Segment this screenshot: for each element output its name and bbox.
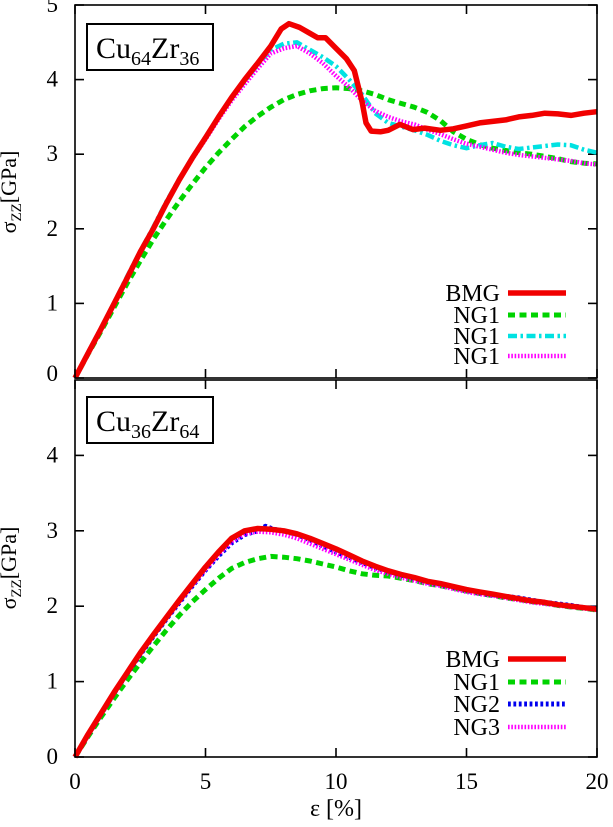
curve-ng3-1: [73, 529, 598, 759]
y-tick-label: 2: [47, 216, 59, 241]
legend-label: NG1: [453, 324, 500, 350]
y-tick-label: 5: [47, 0, 59, 17]
legend-label: NG3: [453, 715, 500, 741]
curve-bmg-1: [72, 525, 598, 759]
y-tick-label: 4: [47, 67, 59, 92]
x-tick-label: 10: [325, 769, 348, 794]
legend-label: BMG: [445, 281, 500, 307]
legend-label: NG1: [453, 303, 500, 329]
x-tick-label: 5: [200, 769, 212, 794]
curve-ng1-0: [72, 40, 598, 380]
legend-label: NG1: [453, 670, 500, 696]
y-tick-label: 3: [47, 141, 59, 166]
y-tick-label: 0: [47, 361, 59, 386]
y-axis-label: σZZ[GPa]: [0, 151, 25, 234]
panel-title: Cu36Zr64: [96, 405, 199, 443]
title-box: [86, 23, 214, 71]
curve-ng2-1: [72, 523, 598, 759]
curve-ng1-0: [72, 43, 598, 380]
cu36zr64-panel: 0 1 2 3 4 0 5 10 15 20 ε [%] σZZ[GPa] Cu36Zr64 BMGNG1…: [0, 379, 609, 822]
legend-label: NG2: [453, 692, 500, 718]
title-box: [86, 396, 214, 444]
plot-border: [74, 4, 598, 379]
x-tick-label: 20: [586, 769, 609, 794]
x-tick-label: 15: [455, 769, 478, 794]
plot-border: [74, 379, 598, 758]
y-axis-label: σZZ[GPa]: [0, 527, 25, 610]
y-tick-label: 1: [47, 290, 59, 315]
y-tick-label: 3: [47, 518, 59, 543]
y-tick-label: 1: [47, 669, 59, 694]
curve-ng1-0: [72, 85, 598, 380]
curve-bmg-0: [72, 20, 598, 380]
x-axis-label: ε [%]: [310, 796, 362, 822]
legend-label: BMG: [445, 647, 500, 673]
y-tick-label: 2: [47, 593, 59, 618]
x-tick-label: 0: [69, 769, 81, 794]
panel-title: Cu64Zr36: [96, 32, 199, 70]
y-tick-label: 0: [47, 744, 59, 769]
y-tick-label: 4: [47, 442, 59, 467]
legend-label: NG1: [453, 344, 500, 370]
